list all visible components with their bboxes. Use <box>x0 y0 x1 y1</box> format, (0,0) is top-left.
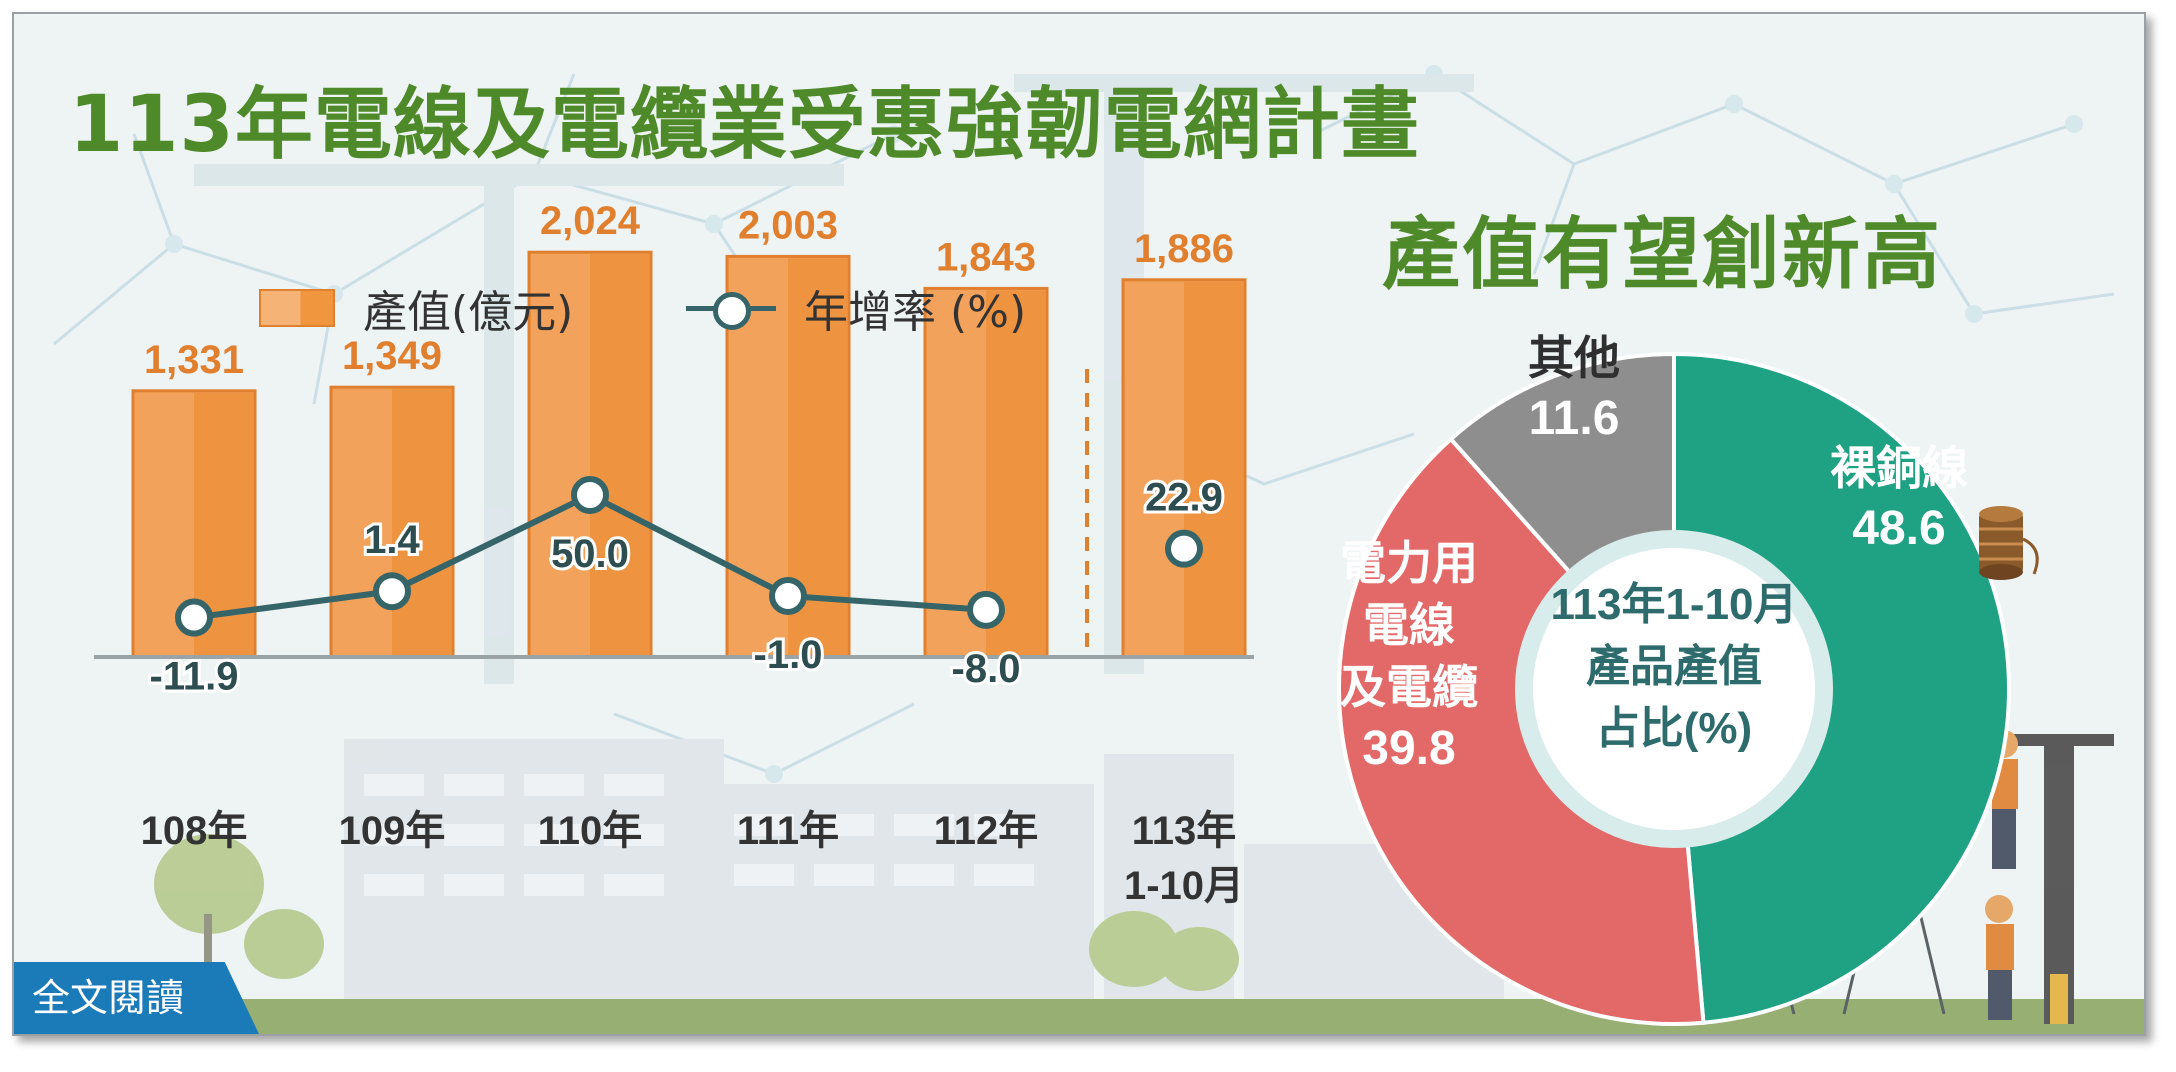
growth-rate-label-4: -8.0 <box>952 647 1021 691</box>
growth-rate-point-5 <box>1165 529 1203 568</box>
background-illustration <box>14 65 2144 1034</box>
legend-line-label: 年增率 (%) <box>804 287 1027 338</box>
growth-rate-label-0: -11.9 <box>150 655 239 699</box>
bar-shade-5 <box>1184 281 1243 657</box>
growth-rate-point-4 <box>967 590 1005 629</box>
chart-canvas: 1,331 1,349 2,024 2,003 1,843 1,886 -11.9 1.4 5… <box>14 65 2144 1034</box>
legend-bar-swatch <box>259 289 335 327</box>
category-label-1: 109年 <box>339 809 446 853</box>
donut-slice-value-0: 48.6 <box>1852 502 1945 555</box>
donut-slice-label-1-2: 及電纜 <box>1340 661 1478 713</box>
infographic-frame: 1,331 1,349 2,024 2,003 1,843 1,886 -11.9 1.4 5… <box>12 12 2146 1036</box>
read-full-article-button[interactable]: 全文閱讀 <box>14 962 259 1034</box>
donut-center-label-0: 113年1-10月 <box>1550 580 1797 629</box>
legend-bar: 產值(億元) <box>259 276 573 340</box>
copper-coil-icon <box>1979 506 2039 580</box>
title-line-1: 113年電線及電纜業受惠強韌電網計畫 <box>69 80 1420 170</box>
legend-bar-label: 產值(億元) <box>363 287 574 338</box>
category-label-5-1: 1-10月 <box>1124 864 1244 908</box>
growth-rate-label-3: -1.0 <box>754 633 823 677</box>
bar-value-label-0: 1,331 <box>144 338 244 382</box>
bar-value-label-1: 1,349 <box>342 334 442 378</box>
bar-value-label-2: 2,024 <box>540 199 641 243</box>
donut-slice-label-1-0: 電力用 <box>1340 537 1478 589</box>
worker-illustration <box>1985 730 2018 1020</box>
growth-rate-point-1 <box>373 572 411 611</box>
growth-rate-point-3 <box>769 576 807 615</box>
category-label-5-0: 113年 <box>1132 809 1237 853</box>
legend-line-swatch <box>686 288 776 330</box>
donut-slice-label-1-1: 電線 <box>1363 599 1455 651</box>
growth-rate-label-1: 1.4 <box>364 518 420 562</box>
growth-rate-point-2 <box>571 476 609 514</box>
bar-shade-1 <box>392 389 451 657</box>
category-label-3: 111年 <box>737 809 839 853</box>
bar-shade-2 <box>590 254 649 657</box>
combo-chart: 1,331 1,349 2,024 2,003 1,843 1,886 -11.9 1.4 5… <box>94 199 1254 908</box>
donut-center <box>1515 530 1833 848</box>
bar-value-label-3: 2,003 <box>738 203 838 247</box>
growth-rate-label-2: 50.0 <box>551 532 629 576</box>
donut-center-label-1: 產品產值 <box>1586 642 1762 691</box>
donut-slice-label-2: 其他 <box>1528 332 1620 384</box>
title-line-2: 產值有望創新高 <box>1382 210 1943 300</box>
legend-line: 年增率 (%) <box>686 276 1026 340</box>
category-label-4: 112年 <box>934 809 1039 853</box>
category-label-0: 108年 <box>141 809 248 853</box>
category-label-2: 110年 <box>538 809 643 853</box>
growth-rate-label-5: 22.9 <box>1145 476 1223 520</box>
growth-rate-point-0 <box>175 598 213 637</box>
donut-slice-label-0: 裸銅線 <box>1830 442 1968 494</box>
donut-slice-value-1: 39.8 <box>1362 722 1455 775</box>
bar-value-label-4: 1,843 <box>936 235 1036 279</box>
donut-slice-value-2: 11.6 <box>1529 392 1620 445</box>
donut-center-label-2: 占比(%) <box>1596 704 1752 753</box>
bar-value-label-5: 1,886 <box>1134 227 1234 271</box>
